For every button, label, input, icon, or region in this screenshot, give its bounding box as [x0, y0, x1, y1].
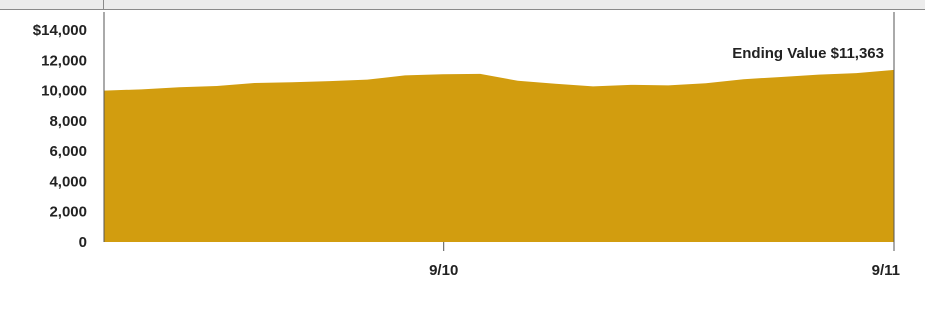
x-tick-label: 9/10: [429, 262, 458, 279]
area-series: [104, 69, 894, 243]
top-strip-divider: [103, 0, 104, 10]
ending-value-annotation: Ending Value $11,363: [732, 45, 884, 62]
y-tick-label: 0: [79, 234, 87, 251]
y-tick-label: 4,000: [49, 173, 87, 190]
y-tick-label: 8,000: [49, 113, 87, 130]
y-tick-label: 2,000: [49, 204, 87, 221]
top-strip: [0, 0, 925, 10]
x-axis-ticks: 9/10 9/11: [429, 242, 900, 279]
y-tick-label: $14,000: [33, 22, 87, 39]
y-axis-labels: 0 2,000 4,000 6,000 8,000 10,000 12,000 $14,000: [33, 22, 87, 251]
y-tick-label: 6,000: [49, 143, 87, 160]
y-tick-label: 10,000: [41, 83, 87, 100]
y-tick-label: 12,000: [41, 52, 87, 69]
x-tick-label: 9/11: [872, 262, 900, 279]
